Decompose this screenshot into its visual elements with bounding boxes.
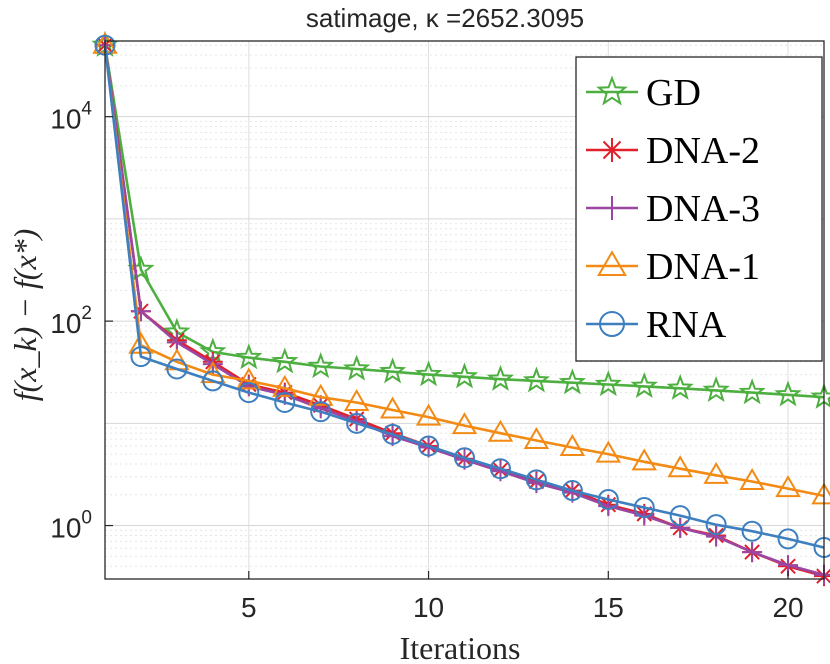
point-dna-1-15 [595,440,622,463]
point-dna-1-9 [379,396,406,419]
point-gd-2 [127,255,155,282]
point-rna-5 [238,382,260,404]
y-axis-label: f(x_k) − f(x*) [7,229,43,402]
y-tick-base: 10 [50,308,81,339]
point-dna-1-10 [415,403,442,426]
y-tick-label: 104 [50,99,92,135]
y-tick-label: 100 [50,508,92,544]
series-rna [94,34,830,558]
point-dna-1-17 [667,455,693,478]
point-dna-1-6 [272,374,298,397]
point-gd-10 [414,360,443,387]
point-dna-1-13 [523,426,550,449]
point-dna-1-16 [631,448,657,471]
legend-item-dna-1: DNA-1 [586,246,760,288]
legend-label-dna-1: DNA-1 [646,246,760,288]
chart-title: satimage, κ =2652.3095 [306,3,584,33]
point-gd-5 [235,343,263,370]
point-gd-11 [450,362,479,389]
point-rna-14 [561,480,583,502]
point-rna-13 [525,469,547,491]
point-gd-13 [522,366,551,393]
point-gd-6 [271,347,299,374]
legend-item-dna-2: DNA-2 [586,130,760,172]
point-dna-1-12 [487,419,514,442]
point-rna-17 [669,505,691,527]
point-gd-16 [630,372,658,399]
point-gd-17 [666,373,694,400]
y-tick-exponent: 0 [81,508,92,529]
point-gd-19 [738,378,766,405]
legend-marker-dna-3 [600,196,624,220]
point-gd-7 [307,352,335,379]
point-rna-8 [346,412,368,434]
point-dna-3-2 [130,301,151,322]
point-gd-20 [774,380,802,407]
y-tick-exponent: 2 [81,303,92,324]
point-dna-1-18 [703,461,729,484]
point-rna-10 [418,435,440,457]
point-dna-1-7 [307,383,334,406]
series-line-gd [103,44,825,399]
legend-label-gd: GD [646,72,701,114]
point-rna-15 [597,488,619,510]
point-gd-14 [558,368,587,395]
point-dna-3-19 [742,542,763,563]
legend-label-dna-2: DNA-2 [646,130,760,172]
point-gd-8 [342,354,371,381]
point-dna-3-17 [670,517,691,538]
x-axis-label: Iterations [400,630,521,664]
point-rna-20 [777,528,799,550]
series-line-rna [103,45,825,549]
point-dna-1-19 [739,467,765,490]
point-dna-3-18 [706,526,727,547]
point-gd-12 [486,364,515,391]
x-tick-label: 10 [413,592,444,623]
legend-item-gd: GD [586,72,701,114]
x-tick-label: 5 [241,592,257,623]
point-gd-9 [378,357,407,384]
point-dna-1-5 [236,367,262,390]
point-rna-11 [454,447,475,469]
point-rna-2 [130,346,152,368]
legend-label-rna: RNA [646,304,727,346]
x-tick-label: 20 [772,592,803,623]
legend-item-rna: RNA [586,304,727,346]
legend-marker-dna-1 [597,250,627,276]
point-rna-19 [741,520,763,542]
legend-label-dna-3: DNA-3 [646,188,760,230]
legend-marker-rna [599,311,625,337]
point-rna-12 [489,458,511,480]
plot-frame [104,40,825,580]
point-rna-7 [310,401,332,423]
series-line-dna-1 [103,45,825,498]
legend: GD DNA-2 DNA-3 DNA-1 RNA [575,56,823,362]
legend-marker-dna-2 [600,138,624,162]
point-dna-1-11 [451,412,478,435]
point-rna-18 [705,514,727,536]
y-tick-exponent: 4 [81,99,92,120]
point-gd-18 [702,376,730,403]
point-gd-15 [594,370,622,397]
point-rna-9 [382,423,404,445]
point-dna-1-8 [343,388,370,411]
x-tick-label: 15 [593,592,624,623]
legend-marker-gd [596,75,628,106]
y-tick-base: 10 [50,513,81,544]
series-layer [91,30,830,587]
legend-item-dna-3: DNA-3 [586,188,760,230]
point-rna-4 [202,370,224,392]
point-rna-6 [274,391,296,413]
point-rna-3 [166,358,188,380]
y-tick-label: 102 [50,303,92,339]
y-tick-base: 10 [50,104,81,135]
point-dna-1-20 [775,475,801,498]
point-dna-1-14 [559,434,586,457]
point-rna-16 [633,497,655,519]
